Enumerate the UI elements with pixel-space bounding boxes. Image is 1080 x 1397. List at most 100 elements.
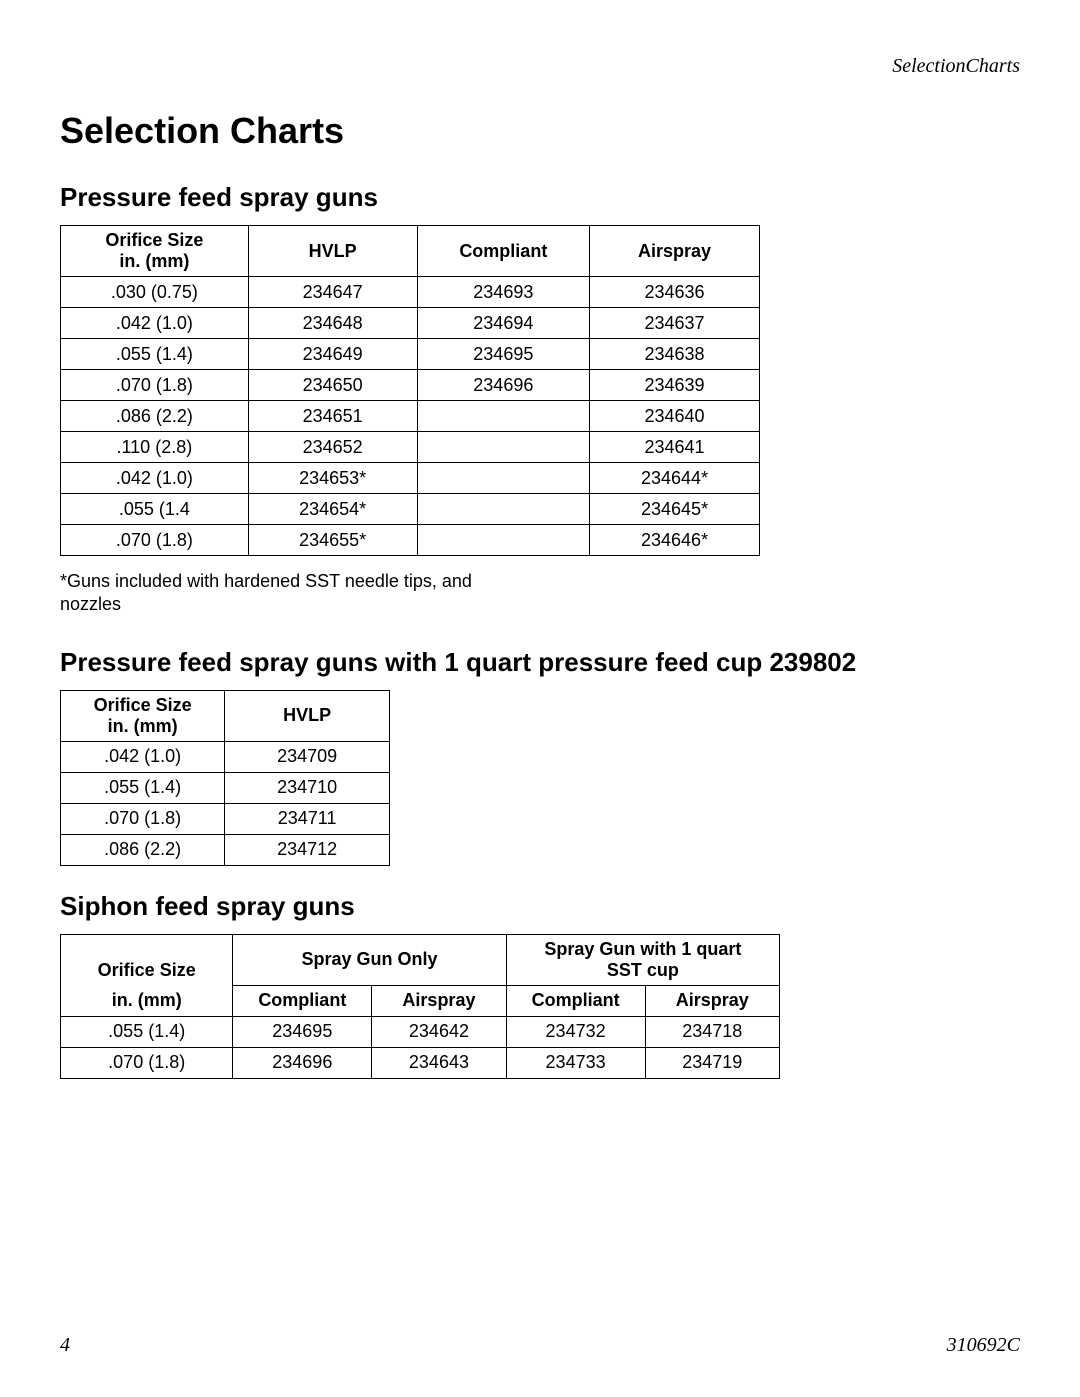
t3-r2h1: in. (mm) [61,985,233,1016]
table-row: .042 (1.0)234709 [61,741,390,772]
table-cell: 234710 [225,772,390,803]
table-cell: 234719 [645,1047,780,1078]
table-row: .070 (1.8)234655* 234646* [61,525,760,556]
table-cell: 234650 [248,370,417,401]
table-cell: 234648 [248,308,417,339]
t1-h1-l2: in. (mm) [119,251,189,271]
doc-id: 310692C [947,1334,1020,1357]
t3-r2h4: Compliant [506,985,645,1016]
table-row: .055 (1.4)234710 [61,772,390,803]
t3-r1h3-l2: SST cup [607,960,679,980]
table-cell: .070 (1.8) [61,803,225,834]
table-row: .055 (1.4234654* 234645* [61,494,760,525]
table-row: .070 (1.8)234696234643234733234719 [61,1047,780,1078]
table-cell: 234651 [248,401,417,432]
t1-h2: HVLP [248,226,417,277]
table-row: .055 (1.4)234695234642234732234718 [61,1016,780,1047]
table-cell: 234654* [248,494,417,525]
table-cell: 234645* [590,494,760,525]
table-cell: 234649 [248,339,417,370]
section2-heading: Pressure feed spray guns with 1 quart pr… [60,647,1020,678]
t3-r1h1: Orifice Size [61,934,233,985]
t3-r2h5: Airspray [645,985,780,1016]
table-cell: .086 (2.2) [61,401,249,432]
t3-r2h3: Airspray [372,985,506,1016]
t2-h1-l1: Orifice Size [94,695,192,715]
table-cell: .070 (1.8) [61,370,249,401]
table-cell: .055 (1.4 [61,494,249,525]
table-cell: 234709 [225,741,390,772]
section3-heading: Siphon feed spray guns [60,891,1020,922]
page-title: Selection Charts [60,110,1020,152]
t1-h1-l1: Orifice Size [105,230,203,250]
t3-r1h3: Spray Gun with 1 quart SST cup [506,934,779,985]
table-cell: 234694 [417,308,590,339]
table-row: .086 (2.2)234712 [61,834,390,865]
table-cell: .042 (1.0) [61,463,249,494]
siphon-feed-table: Orifice Size Spray Gun Only Spray Gun wi… [60,934,780,1079]
table-cell: 234696 [233,1047,372,1078]
table-cell: .070 (1.8) [61,1047,233,1078]
table-cell: 234693 [417,277,590,308]
table-cell: 234655* [248,525,417,556]
t1-h4: Airspray [590,226,760,277]
table-cell: 234695 [233,1016,372,1047]
t1-h3: Compliant [417,226,590,277]
table-cell: 234644* [590,463,760,494]
page-number: 4 [60,1334,70,1357]
table-cell: 234647 [248,277,417,308]
table-cell [417,432,590,463]
t2-h1: Orifice Size in. (mm) [61,690,225,741]
table-cell: 234652 [248,432,417,463]
t3-r1h3-l1: Spray Gun with 1 quart [544,939,741,959]
t1-h1: Orifice Size in. (mm) [61,226,249,277]
table-cell: 234696 [417,370,590,401]
table-cell: 234712 [225,834,390,865]
section1-footnote: *Guns included with hardened SST needle … [60,570,1020,617]
footnote-l1: *Guns included with hardened SST needle … [60,571,472,591]
t2-h2: HVLP [225,690,390,741]
table-cell: 234695 [417,339,590,370]
table-cell: .055 (1.4) [61,1016,233,1047]
table-cell: .110 (2.8) [61,432,249,463]
pressure-feed-cup-table: Orifice Size in. (mm) HVLP .042 (1.0)234… [60,690,390,866]
running-head: SelectionCharts [892,55,1020,78]
section1-heading: Pressure feed spray guns [60,182,1020,213]
table-cell: 234653* [248,463,417,494]
table-cell: .042 (1.0) [61,741,225,772]
table-cell: .030 (0.75) [61,277,249,308]
footnote-l2: nozzles [60,594,121,614]
t3-r2h2: Compliant [233,985,372,1016]
table-cell: 234639 [590,370,760,401]
table-cell: 234643 [372,1047,506,1078]
table-cell: 234711 [225,803,390,834]
table-row: .042 (1.0)234648234694234637 [61,308,760,339]
table-cell: 234637 [590,308,760,339]
table-cell: .055 (1.4) [61,339,249,370]
t2-h1-l2: in. (mm) [108,716,178,736]
table-cell: 234732 [506,1016,645,1047]
table-cell [417,525,590,556]
table-cell: 234640 [590,401,760,432]
table-cell [417,401,590,432]
table-cell: 234733 [506,1047,645,1078]
table-row: .110 (2.8)234652 234641 [61,432,760,463]
pressure-feed-table: Orifice Size in. (mm) HVLP Compliant Air… [60,225,760,556]
table-cell: .070 (1.8) [61,525,249,556]
table-cell: 234636 [590,277,760,308]
table-row: .042 (1.0)234653* 234644* [61,463,760,494]
t3-r1h1-l2: Orifice Size [98,960,196,980]
table-row: .070 (1.8)234711 [61,803,390,834]
table-row: .030 (0.75)234647234693234636 [61,277,760,308]
table-cell: 234642 [372,1016,506,1047]
table-cell: 234646* [590,525,760,556]
table-cell: .055 (1.4) [61,772,225,803]
t3-r1h2: Spray Gun Only [233,934,506,985]
table-cell: 234718 [645,1016,780,1047]
table-cell [417,494,590,525]
table-row: .070 (1.8)234650234696234639 [61,370,760,401]
table-row: .055 (1.4)234649234695234638 [61,339,760,370]
table-cell: 234641 [590,432,760,463]
table-cell [417,463,590,494]
table-cell: 234638 [590,339,760,370]
